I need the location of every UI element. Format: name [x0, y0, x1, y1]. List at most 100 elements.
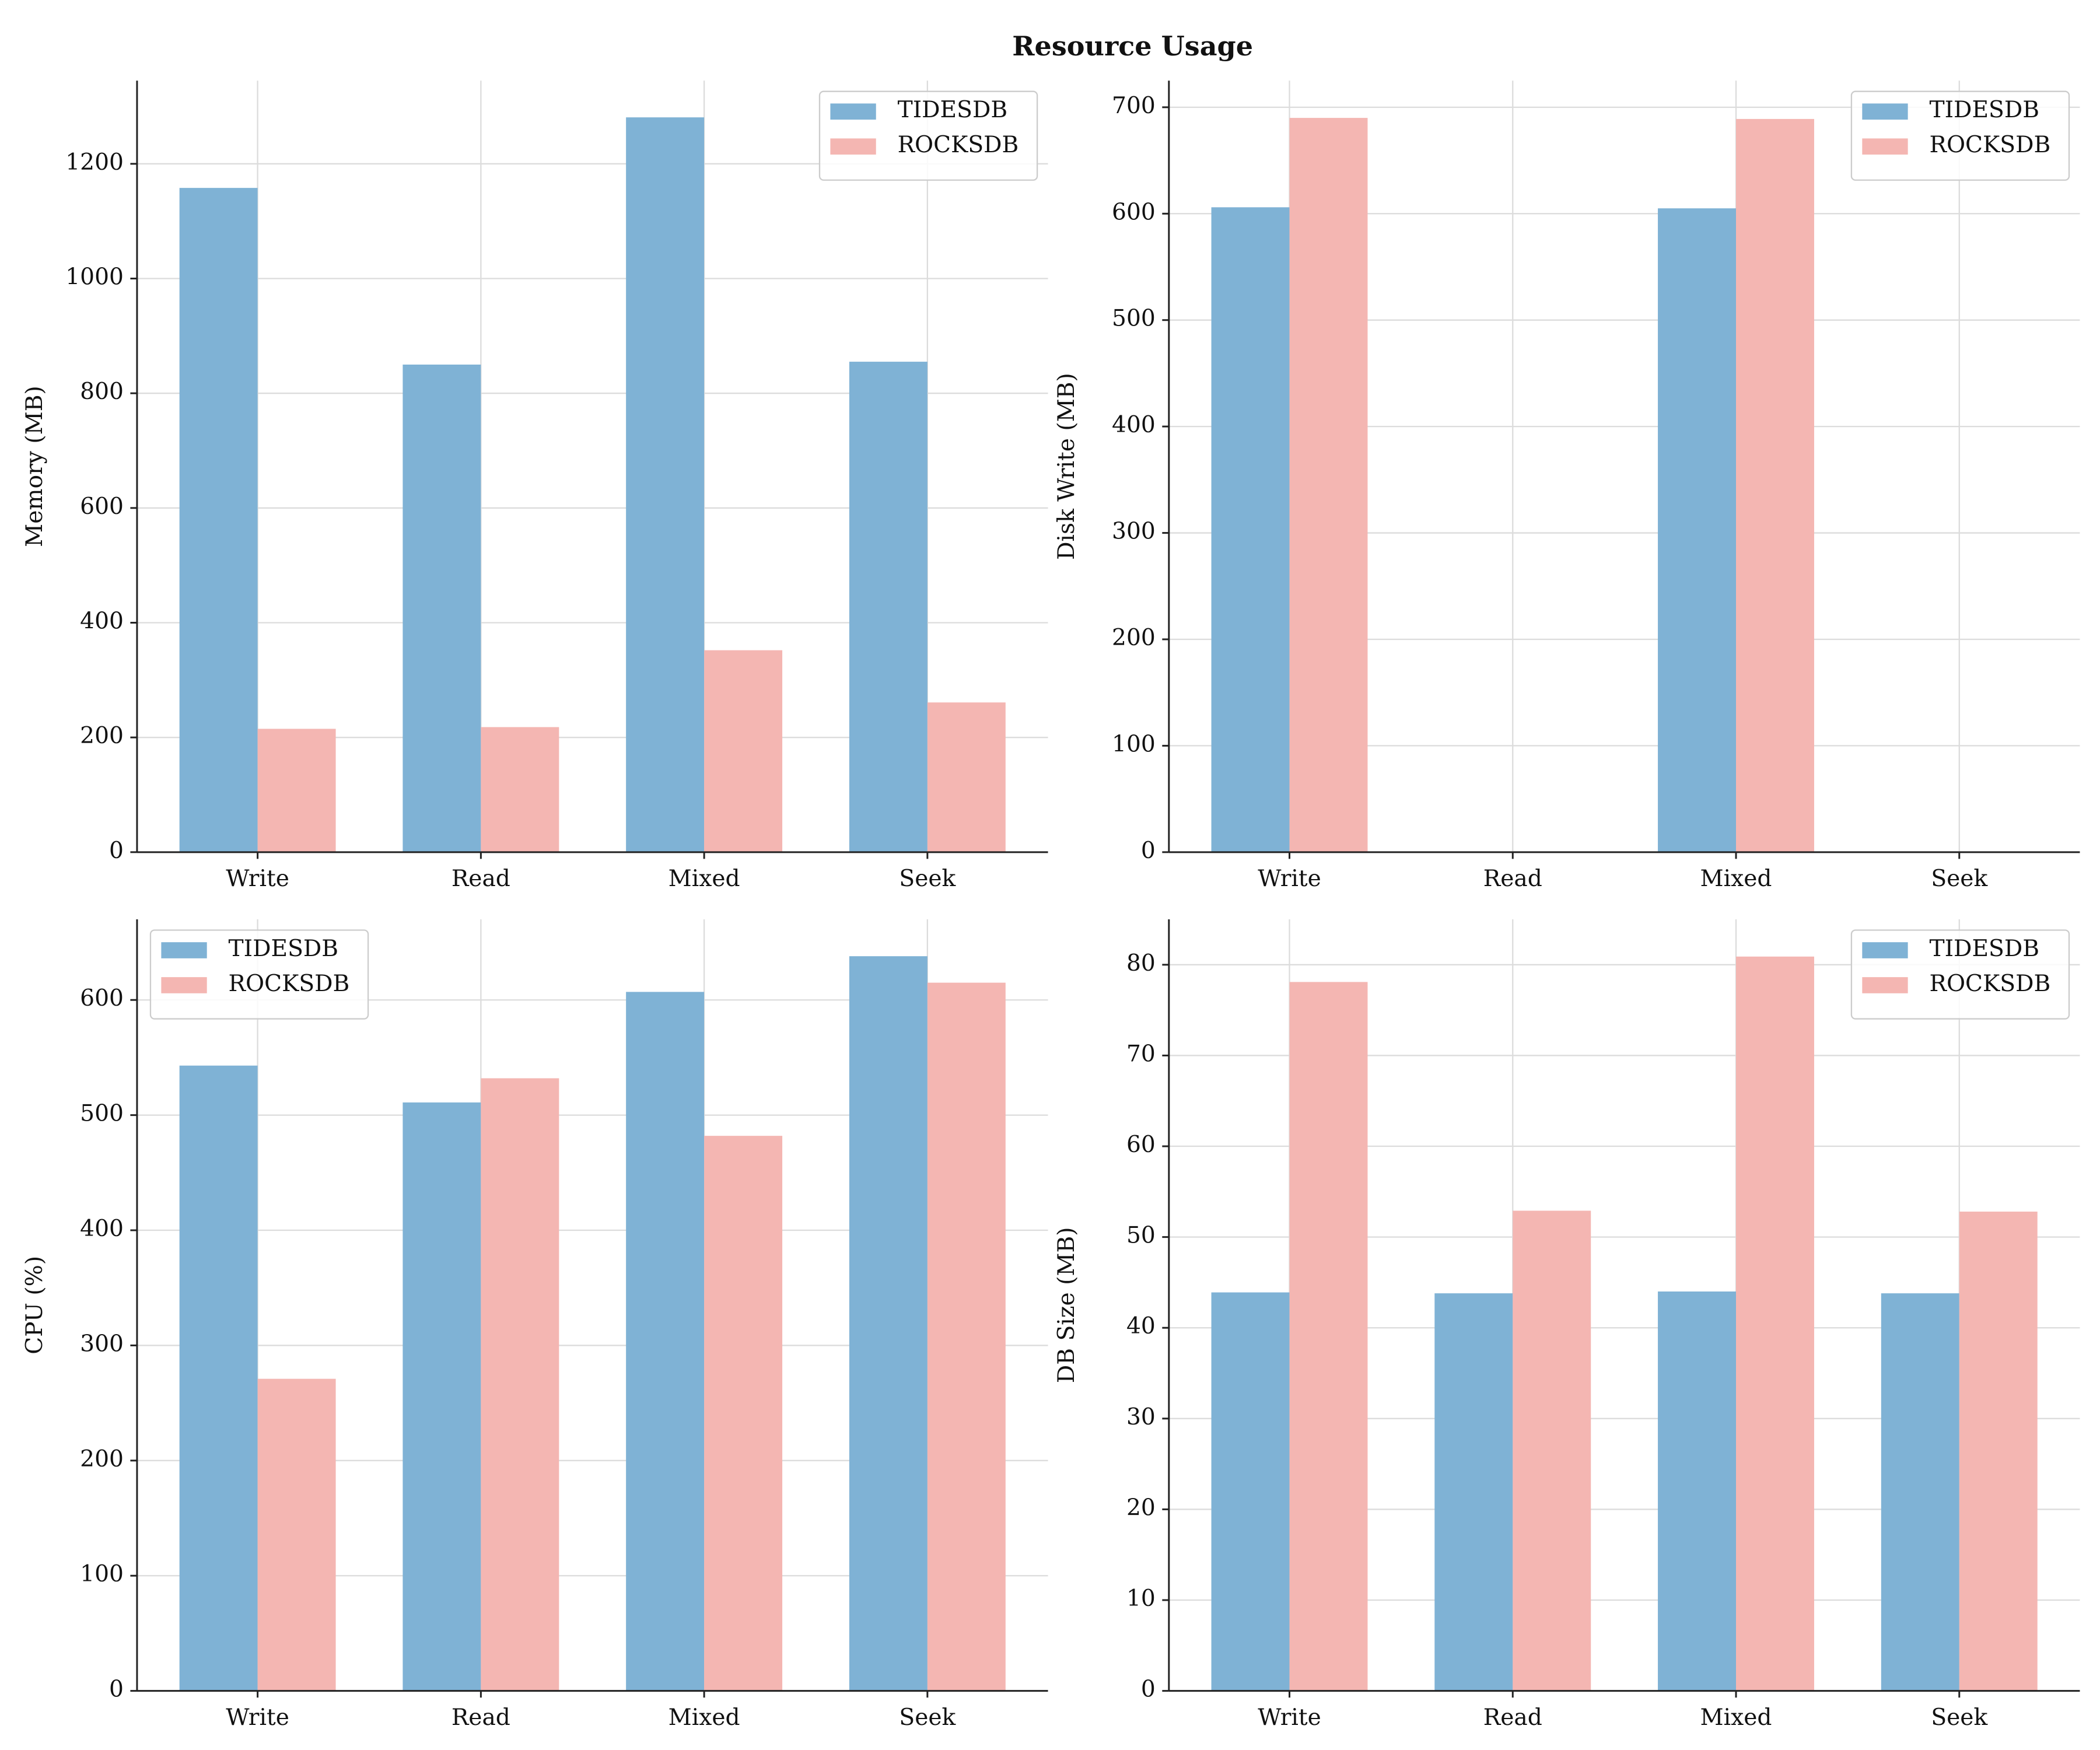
panel: 0 100 200 300 400 500 600 Write Read Mixed Seek CPU… — [22, 919, 1048, 1731]
bar — [927, 702, 1006, 852]
y-axis-label: Memory (MB) — [22, 386, 48, 547]
y-tick-label: 0 — [109, 1676, 124, 1703]
legend-swatch — [830, 103, 876, 120]
x-tick-label: Mixed — [668, 1704, 740, 1731]
legend-swatch — [161, 942, 207, 958]
y-tick-label: 700 — [1112, 93, 1156, 119]
bar — [704, 650, 783, 852]
bar — [849, 956, 928, 1691]
y-tick-label: 20 — [1126, 1494, 1156, 1521]
bar — [927, 982, 1006, 1691]
y-tick-label: 0 — [1141, 838, 1156, 864]
x-tick-label: Mixed — [1700, 1704, 1772, 1731]
bar — [179, 1065, 258, 1691]
bar — [849, 362, 928, 852]
bar — [257, 729, 336, 852]
bar — [1289, 982, 1368, 1691]
y-tick-label: 400 — [80, 608, 124, 634]
y-tick-label: 80 — [1126, 950, 1156, 977]
x-tick-label: Read — [452, 1704, 510, 1731]
y-tick-label: 300 — [1112, 519, 1156, 545]
bar — [402, 364, 481, 852]
y-tick-label: 200 — [80, 1446, 124, 1472]
y-tick-label: 0 — [109, 838, 124, 864]
y-tick-label: 800 — [80, 379, 124, 405]
y-tick-label: 200 — [1112, 625, 1156, 651]
legend-label: TIDESDB — [229, 936, 339, 962]
x-tick-label: Seek — [1931, 866, 1987, 892]
bar — [481, 727, 559, 852]
x-tick-label: Seek — [899, 1704, 956, 1731]
y-tick-label: 300 — [80, 1331, 124, 1357]
x-tick-label: Read — [452, 866, 510, 892]
legend-label: ROCKSDB — [1929, 971, 2050, 997]
y-tick-label: 70 — [1126, 1041, 1156, 1067]
y-tick-label: 200 — [80, 723, 124, 749]
bar — [1434, 1293, 1513, 1691]
x-tick-label: Write — [1258, 866, 1321, 892]
panel: 0 100 200 300 400 500 600 700 Write Read Mixed Seek… — [1054, 80, 2080, 892]
legend-swatch — [1862, 977, 1908, 993]
y-tick-label: 600 — [80, 985, 124, 1012]
x-tick-label: Seek — [899, 866, 956, 892]
y-axis-label: Disk Write (MB) — [1054, 373, 1080, 560]
x-tick-label: Write — [1258, 1704, 1321, 1731]
legend-swatch — [830, 138, 876, 155]
y-tick-label: 100 — [80, 1561, 124, 1587]
x-tick-label: Mixed — [1700, 866, 1772, 892]
bar — [1513, 1210, 1591, 1691]
legend-swatch — [1862, 942, 1908, 958]
legend-swatch — [161, 977, 207, 993]
legend-label: ROCKSDB — [229, 971, 350, 997]
y-axis-label: DB Size (MB) — [1054, 1227, 1080, 1383]
bar — [1658, 1291, 1737, 1691]
bar — [626, 117, 705, 852]
y-tick-label: 1000 — [65, 264, 124, 290]
x-tick-label: Read — [1483, 866, 1542, 892]
y-axis-label: CPU (%) — [22, 1256, 48, 1354]
panel: 0 10 20 30 40 50 60 70 80 Write Read Mixed Seek DB Si… — [1054, 919, 2080, 1731]
bar — [1289, 118, 1368, 852]
bar — [1211, 207, 1290, 852]
bar — [1736, 956, 1814, 1691]
y-tick-label: 400 — [80, 1216, 124, 1242]
bar — [1658, 208, 1737, 852]
legend-label: ROCKSDB — [898, 132, 1019, 158]
y-tick-label: 30 — [1126, 1404, 1156, 1430]
legend-label: ROCKSDB — [1929, 132, 2050, 158]
figure-title: Resource Usage — [1012, 30, 1253, 62]
y-tick-label: 500 — [1112, 306, 1156, 332]
bar — [626, 992, 705, 1691]
bar — [704, 1136, 783, 1691]
y-tick-label: 50 — [1126, 1223, 1156, 1249]
legend-swatch — [1862, 138, 1908, 155]
y-tick-label: 500 — [80, 1101, 124, 1127]
y-tick-label: 1200 — [65, 149, 124, 176]
bar — [402, 1102, 481, 1691]
bar — [481, 1078, 559, 1691]
x-tick-label: Mixed — [668, 866, 740, 892]
legend-swatch — [1862, 103, 1908, 120]
x-tick-label: Write — [226, 866, 289, 892]
y-tick-label: 600 — [80, 494, 124, 520]
bar — [1736, 118, 1814, 852]
bar — [257, 1378, 336, 1691]
y-tick-label: 100 — [1112, 731, 1156, 757]
y-tick-label: 10 — [1126, 1586, 1156, 1612]
bar — [179, 188, 258, 852]
legend-label: TIDESDB — [1929, 936, 2039, 962]
y-tick-label: 0 — [1141, 1676, 1156, 1703]
bar — [1959, 1212, 2038, 1691]
y-tick-label: 400 — [1112, 412, 1156, 438]
x-tick-label: Read — [1483, 1704, 1542, 1731]
y-tick-label: 600 — [1112, 199, 1156, 225]
x-tick-label: Seek — [1931, 1704, 1987, 1731]
legend-label: TIDESDB — [898, 97, 1008, 123]
bar — [1881, 1293, 1959, 1691]
x-tick-label: Write — [226, 1704, 289, 1731]
y-tick-label: 40 — [1126, 1313, 1156, 1339]
panel: 0 200 400 600 800 1000 1200 Write Read Mixed Seek M… — [22, 80, 1048, 892]
y-tick-label: 60 — [1126, 1132, 1156, 1158]
